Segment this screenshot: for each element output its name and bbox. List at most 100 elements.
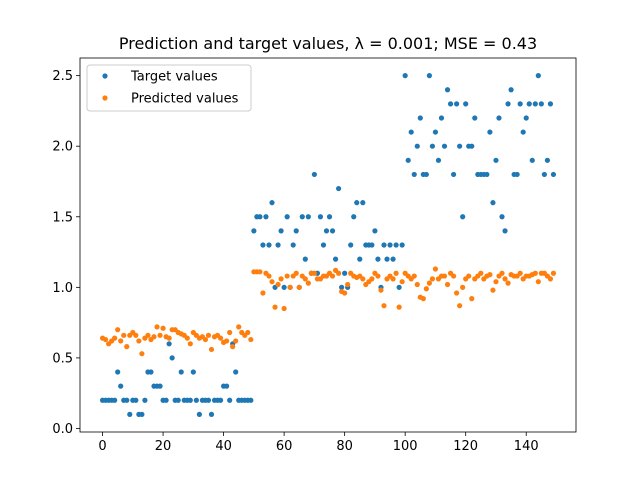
target-point	[469, 143, 475, 149]
target-point	[369, 242, 375, 248]
target-point	[269, 200, 275, 206]
predicted-point	[296, 284, 302, 290]
target-point	[251, 228, 257, 234]
target-point	[217, 397, 224, 403]
predicted-point	[550, 270, 557, 276]
y-tick-label: 2.5	[52, 69, 73, 84]
predicted-point	[375, 273, 381, 279]
predicted-point	[272, 304, 278, 310]
target-point	[514, 171, 520, 178]
predicted-point	[454, 290, 460, 296]
target-point	[463, 101, 469, 107]
x-axis: 0 20 40 60 80 100 120 140	[98, 432, 539, 454]
predicted-point	[390, 276, 396, 282]
predicted-point	[245, 329, 251, 336]
target-point	[520, 129, 526, 135]
predicted-point	[420, 296, 426, 302]
target-point	[426, 73, 432, 79]
target-point	[544, 157, 551, 163]
target-point	[541, 171, 547, 178]
target-point	[496, 115, 502, 121]
target-point	[281, 284, 287, 290]
target-point	[290, 242, 296, 248]
target-point	[402, 73, 408, 79]
predicted-point	[399, 279, 405, 285]
target-point	[311, 171, 317, 178]
target-point	[535, 73, 541, 79]
x-tick-label: 40	[215, 439, 232, 454]
target-point	[411, 171, 417, 178]
predicted-point	[450, 273, 457, 279]
predicted-point	[478, 270, 484, 276]
predicted-point	[102, 336, 109, 343]
predicted-point	[369, 276, 375, 282]
x-tick-label: 0	[98, 439, 106, 454]
target-point	[323, 228, 330, 234]
target-point	[390, 256, 396, 262]
target-point	[233, 369, 239, 375]
target-point	[317, 214, 324, 220]
x-tick-label: 100	[393, 439, 418, 454]
target-point	[387, 242, 393, 248]
target-point	[148, 369, 154, 375]
predicted-point	[227, 329, 233, 336]
predicted-point	[281, 305, 287, 312]
y-tick-label: 0.5	[52, 351, 73, 366]
target-point	[275, 242, 281, 248]
y-tick-label: 2.0	[52, 140, 73, 155]
target-point	[447, 101, 454, 107]
predicted-point	[160, 325, 166, 331]
predicted-point	[133, 332, 139, 338]
target-point	[354, 200, 360, 206]
predicted-point	[378, 287, 384, 293]
predicted-point	[224, 338, 230, 344]
predicted-point	[278, 276, 284, 282]
x-tick-label: 120	[453, 439, 478, 454]
x-tick-label: 20	[155, 439, 172, 454]
target-point	[360, 200, 366, 206]
target-point	[499, 214, 505, 220]
predicted-point	[115, 327, 121, 333]
target-point	[438, 115, 445, 121]
target-point	[399, 242, 405, 248]
target-point	[505, 101, 511, 107]
target-point	[487, 129, 493, 135]
points-layer	[99, 73, 557, 417]
target-point	[348, 242, 354, 248]
target-point	[523, 115, 529, 121]
predicted-point	[217, 335, 224, 341]
predicted-point	[457, 303, 463, 309]
predicted-point	[345, 281, 351, 288]
predicted-point	[460, 284, 466, 290]
target-point	[178, 369, 184, 375]
target-point	[351, 214, 357, 220]
target-point	[490, 200, 496, 206]
target-point	[357, 256, 363, 262]
target-point	[124, 397, 130, 403]
target-point	[118, 383, 124, 389]
predicted-point	[535, 279, 541, 285]
predicted-point	[208, 346, 215, 353]
predicted-point	[502, 276, 508, 282]
predicted-point	[466, 273, 472, 279]
predicted-point	[441, 273, 448, 279]
predicted-point	[230, 344, 236, 350]
predicted-point	[154, 324, 160, 330]
target-point	[320, 242, 327, 248]
predicted-point	[490, 287, 496, 293]
target-point	[450, 171, 457, 178]
target-point	[224, 383, 230, 389]
target-point	[408, 129, 414, 135]
target-point	[526, 101, 532, 107]
target-point	[278, 228, 284, 234]
target-point	[248, 397, 254, 403]
target-point	[163, 397, 169, 403]
predicted-point	[517, 270, 523, 276]
x-tick-label: 80	[336, 439, 353, 454]
predicted-point	[145, 332, 151, 338]
target-point	[457, 143, 463, 149]
predicted-point	[269, 279, 275, 285]
plot-frame	[79, 57, 577, 433]
y-axis: 0.0 0.5 1.0 1.5 2.0 2.5	[52, 69, 80, 437]
predicted-point	[121, 332, 127, 338]
